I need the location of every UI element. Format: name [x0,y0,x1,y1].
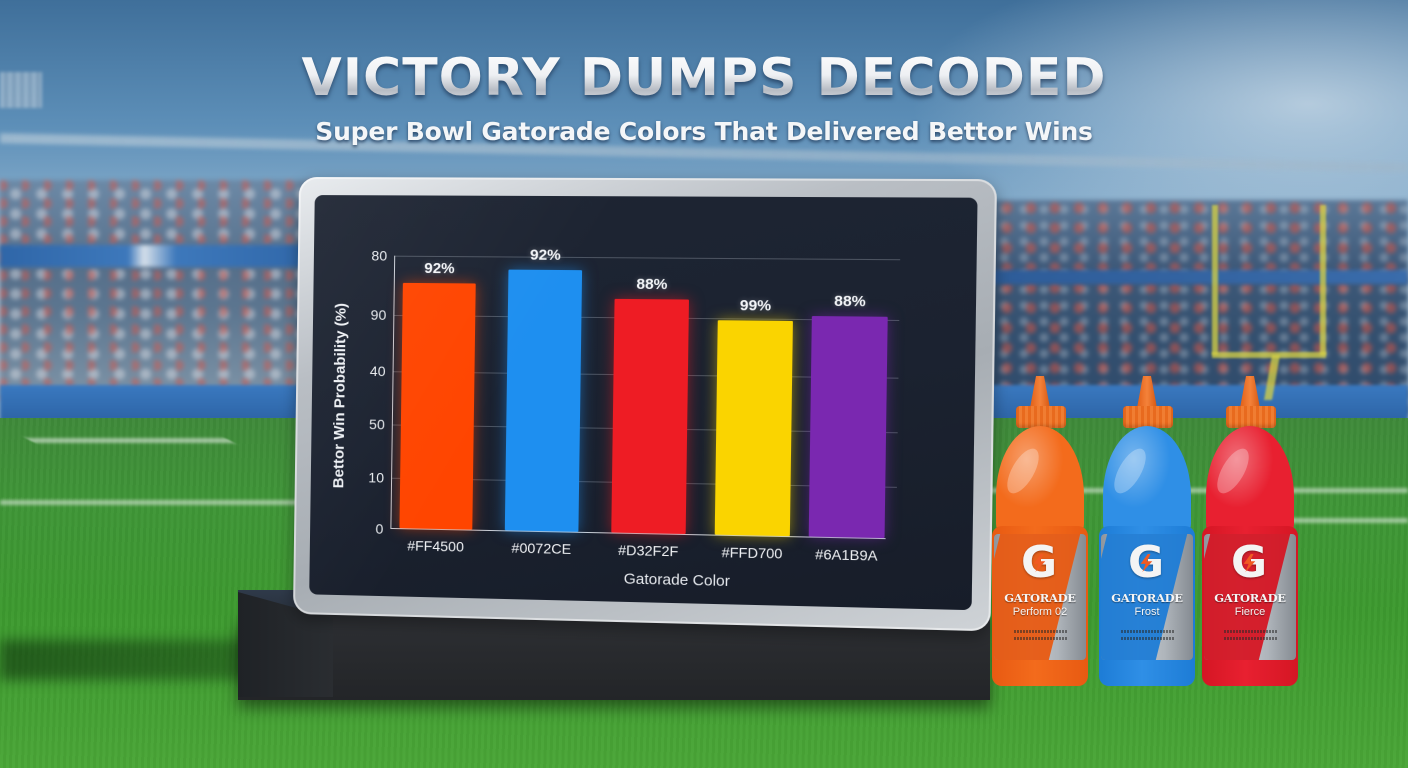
page-title: VICTORY DUMPS DECODED [0,48,1408,108]
lightning-bolt-icon [1243,554,1256,572]
stadium-banner-left [0,245,320,267]
monitor-pedestal [238,615,990,700]
monitor-bezel: Bettor Win Probability (%) 80 90 40 50 1… [292,176,998,632]
bottle-cap [1123,406,1173,428]
fine-print [1224,630,1278,633]
y-axis-label: Bettor Win Probability (%) [330,302,350,489]
bar-value-label: 88% [636,275,668,294]
y-tick-label: 90 [370,306,387,323]
stadium-light-rig [0,72,42,108]
bar-value-label: 88% [833,292,866,311]
y-tick-label: 80 [371,247,388,264]
bottle-flavor: Perform 02 [1012,606,1068,618]
bottle-flavor: Fierce [1234,606,1266,618]
x-axis-label: Gatorade Color [623,570,731,591]
bottle-label: G GATORADE Perform 02 [994,534,1086,660]
gatorade-bottle-red: G GATORADE Fierce [1200,376,1300,688]
bar-ff4500 [399,282,476,530]
bottle-brand: GATORADE [1214,591,1286,605]
bottle-cap [1226,406,1276,428]
x-tick-label: #FF4500 [407,537,465,555]
page-subtitle: Super Bowl Gatorade Colors That Delivere… [315,117,1093,146]
stadium-banner-right [930,270,1408,284]
bar-ffd700 [714,320,793,537]
bar-chart-plot-area: 80 90 40 50 10 0 92% 92% 88% 99% 88% #FF… [368,247,901,590]
bottle-cap-nozzle [1137,376,1157,408]
bottle-cap-nozzle [1240,376,1260,408]
lightning-bolt-icon [1033,554,1046,572]
y-tick-label: 50 [369,416,385,433]
fine-print [1224,637,1278,640]
bar-value-label: 92% [529,246,561,264]
fine-print [1014,630,1068,633]
goalpost-upright-left [1212,205,1218,355]
bottle-brand: GATORADE [1111,591,1183,605]
bottle-brand: GATORADE [1004,591,1076,605]
bar-6a1b9a [808,316,888,539]
bar-value-label: 92% [424,259,455,278]
bottle-cap [1016,406,1066,428]
y-tick-label: 40 [369,362,386,380]
gatorade-bottle-orange: G GATORADE Perform 02 [990,376,1090,688]
yard-line [0,500,300,505]
goalpost-upright-right [1320,205,1326,355]
bottle-shoulder [996,426,1084,536]
bottle-label: G GATORADE Frost [1101,534,1193,660]
stadium-stands-right [930,200,1408,415]
monitor-screen: Bettor Win Probability (%) 80 90 40 50 1… [309,195,978,611]
bottle-cap-nozzle [1030,376,1050,408]
bar-value-label: 99% [739,296,772,315]
stadium-stands-left [0,180,320,400]
y-tick-label: 10 [368,469,385,486]
goalpost-crossbar [1212,352,1326,358]
bar-d32f2f [611,298,689,535]
x-tick-label: #0072CE [511,539,572,558]
bottle-label: G GATORADE Fierce [1204,534,1296,660]
bottle-shoulder [1103,426,1191,536]
fine-print [1121,637,1175,640]
fine-print [1014,637,1068,640]
x-tick-label: #6A1B9A [815,545,878,564]
bottle-shoulder [1206,426,1294,536]
bottle-flavor: Frost [1134,606,1160,618]
yard-line [25,438,235,443]
lightning-bolt-icon [1140,554,1153,572]
yard-line [1290,518,1408,523]
fine-print [1121,630,1175,633]
bar-0072ce [504,269,583,532]
y-tick-label: 0 [375,520,384,537]
x-tick-label: #D32F2F [617,541,679,560]
gatorade-bottle-blue: G GATORADE Frost [1097,376,1197,688]
